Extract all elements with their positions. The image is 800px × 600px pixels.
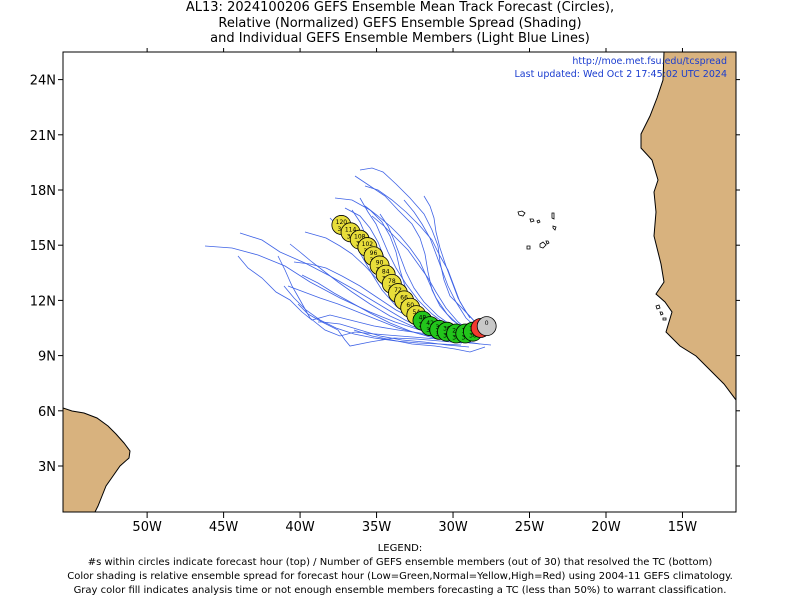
- legend-heading: LEGEND:: [377, 543, 423, 554]
- forecast-hour-label: 102: [362, 241, 374, 248]
- member-track: [359, 197, 468, 337]
- lon-tick-label: 45W: [209, 520, 239, 535]
- cape-verde-islands: [517, 210, 557, 250]
- lon-tick-label: 50W: [132, 520, 162, 535]
- forecast-hour-label: 72: [394, 287, 402, 294]
- lat-tick-label: 24N: [30, 74, 56, 89]
- legend-line-1: #s within circles indicate forecast hour…: [87, 557, 713, 568]
- bijagos-islands: [655, 304, 667, 321]
- forecast-hour-label: 30: [443, 326, 451, 333]
- lat-tick-label: 18N: [30, 184, 56, 199]
- member-track: [353, 329, 486, 353]
- lat-tick-label: 21N: [30, 129, 56, 144]
- member-track: [371, 215, 473, 334]
- lat-tick-label: 6N: [38, 405, 56, 420]
- lon-tick-label: 15W: [668, 520, 698, 535]
- lon-tick-label: 20W: [591, 520, 621, 535]
- member-track: [423, 195, 479, 326]
- lat-tick-label: 12N: [30, 294, 56, 309]
- legend-line-3: Gray color fill indicates analysis time …: [73, 585, 727, 596]
- lon-tick-label: 30W: [438, 520, 468, 535]
- south-america-landmass: [63, 407, 131, 512]
- member-track: [318, 321, 463, 347]
- forecast-hour-label: 108: [354, 234, 366, 241]
- forecast-hour-label: 42: [426, 320, 434, 327]
- title-line-3: and Individual GEFS Ensemble Members (Li…: [210, 31, 590, 46]
- lon-tick-label: 35W: [362, 520, 392, 535]
- member-track: [359, 167, 476, 323]
- member-track: [283, 285, 462, 346]
- africa-landmass: [640, 52, 736, 401]
- forecast-hour-label: 66: [400, 294, 408, 301]
- lon-tick-label: 40W: [285, 520, 315, 535]
- member-track: [277, 255, 475, 342]
- title-line-2: Relative (Normalized) GEFS Ensemble Spre…: [218, 16, 582, 31]
- lat-tick-label: 9N: [38, 350, 56, 365]
- forecast-hour-label: 84: [382, 269, 390, 276]
- member-track: [364, 205, 464, 330]
- forecast-hour-label: 48: [419, 315, 427, 322]
- lat-tick-label: 3N: [38, 460, 56, 475]
- forecast-point: 0: [476, 316, 497, 337]
- forecast-hour-label: 60: [406, 302, 414, 309]
- forecast-hour-label: 114: [345, 226, 357, 233]
- mean-track-circles: 1203011430108301023096309030843078307230…: [331, 215, 497, 344]
- forecast-hour-label: 0: [485, 320, 489, 327]
- title-line-1: AL13: 2024100206 GEFS Ensemble Mean Trac…: [185, 0, 615, 15]
- credit-url: http://moe.met.fsu.edu/tcspread: [572, 56, 727, 67]
- member-count-label: 30: [452, 335, 460, 342]
- forecast-circle: [476, 316, 497, 337]
- forecast-hour-label: 54: [413, 309, 421, 316]
- member-track: [354, 175, 469, 332]
- legend-line-2: Color shading is relative ensemble sprea…: [67, 571, 733, 582]
- plot-frame: [62, 51, 737, 513]
- forecast-hour-label: 120: [336, 219, 348, 226]
- forecast-hour-label: 96: [370, 250, 378, 257]
- lon-tick-label: 25W: [515, 520, 545, 535]
- member-track: [403, 199, 481, 332]
- axis-ticks: 50W 45W 40W 35W 30W 25W 20W 15W 24N 21N 18N 15N 12N 9…: [30, 48, 740, 535]
- member-track: [364, 185, 471, 319]
- member-count-label: 30: [469, 333, 477, 340]
- forecast-hour-label: 78: [388, 278, 396, 285]
- lat-tick-label: 15N: [30, 239, 56, 254]
- credit-updated: Last updated: Wed Oct 2 17:45:02 UTC 202…: [515, 69, 728, 80]
- forecast-hour-label: 90: [376, 259, 384, 266]
